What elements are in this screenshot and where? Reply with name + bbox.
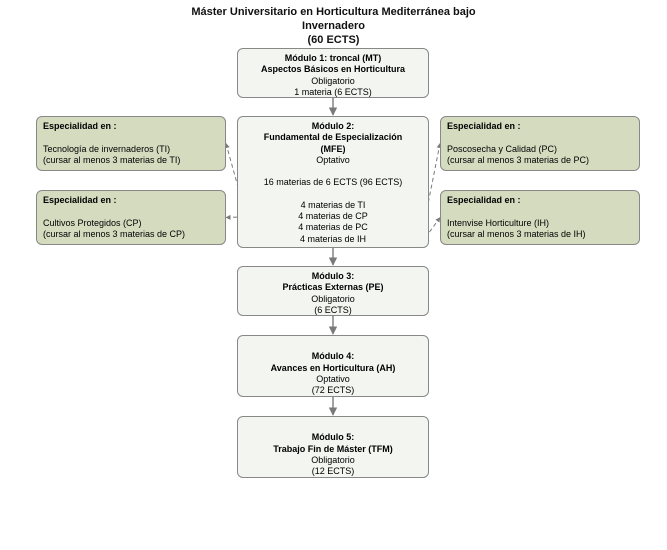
sPC-line: Especialidad en :: [447, 121, 633, 132]
sCP-line: Cultivos Protegidos (CP): [43, 218, 219, 229]
m5-line: Módulo 5:: [244, 432, 422, 443]
sCP-box: Especialidad en : Cultivos Protegidos (C…: [36, 190, 226, 245]
sPC-line: Poscosecha y Calidad (PC): [447, 144, 633, 155]
m1-line: Aspectos Básicos en Horticultura: [244, 64, 422, 75]
m5-line: Trabajo Fin de Máster (TFM): [244, 444, 422, 455]
sIH-line: [447, 206, 633, 217]
sPC-line: (cursar al menos 3 materias de PC): [447, 155, 633, 166]
m2-line: Optativo: [244, 155, 422, 166]
m2-line: 4 materias de PC: [244, 222, 422, 233]
m5-box: Módulo 5:Trabajo Fin de Máster (TFM)Obli…: [237, 416, 429, 478]
sCP-line: Especialidad en :: [43, 195, 219, 206]
sIH-line: (cursar al menos 3 materias de IH): [447, 229, 633, 240]
sTI-line: [43, 132, 219, 143]
m2-box: Módulo 2:Fundamental de Especialización(…: [237, 116, 429, 248]
m4-line: [244, 340, 422, 351]
m2-line: 4 materias de TI: [244, 200, 422, 211]
sCP-line: (cursar al menos 3 materias de CP): [43, 229, 219, 240]
m2-line: (MFE): [244, 144, 422, 155]
m1-line: 1 materia (6 ECTS): [244, 87, 422, 98]
m3-line: Prácticas Externas (PE): [244, 282, 422, 293]
sTI-line: Especialidad en :: [43, 121, 219, 132]
m3-line: Obligatorio: [244, 294, 422, 305]
m5-line: (12 ECTS): [244, 466, 422, 477]
sTI-line: (cursar al menos 3 materias de TI): [43, 155, 219, 166]
sPC-box: Especialidad en : Poscosecha y Calidad (…: [440, 116, 640, 171]
m4-line: Optativo: [244, 374, 422, 385]
m1-line: Módulo 1: troncal (MT): [244, 53, 422, 64]
m2-line: 4 materias de IH: [244, 234, 422, 245]
m3-line: (6 ECTS): [244, 305, 422, 316]
sPC-line: [447, 132, 633, 143]
m4-box: Módulo 4:Avances en Horticultura (AH)Opt…: [237, 335, 429, 397]
m5-line: [244, 421, 422, 432]
m4-line: (72 ECTS): [244, 385, 422, 396]
m4-line: Avances en Horticultura (AH): [244, 363, 422, 374]
m2-line: 4 materias de CP: [244, 211, 422, 222]
sCP-line: [43, 206, 219, 217]
sTI-line: Tecnología de invernaderos (TI): [43, 144, 219, 155]
m2-line: [244, 166, 422, 177]
sTI-box: Especialidad en : Tecnología de invernad…: [36, 116, 226, 171]
m3-line: Módulo 3:: [244, 271, 422, 282]
m2-line: Módulo 2:: [244, 121, 422, 132]
m1-box: Módulo 1: troncal (MT)Aspectos Básicos e…: [237, 48, 429, 98]
sIH-line: Intenvise Horticulture (IH): [447, 218, 633, 229]
sIH-line: Especialidad en :: [447, 195, 633, 206]
m2-line: Fundamental de Especialización: [244, 132, 422, 143]
sIH-box: Especialidad en : Intenvise Horticulture…: [440, 190, 640, 245]
m1-line: Obligatorio: [244, 76, 422, 87]
m2-line: 16 materias de 6 ECTS (96 ECTS): [244, 177, 422, 188]
page-title: Máster Universitario en Horticultura Med…: [0, 6, 667, 47]
m5-line: Obligatorio: [244, 455, 422, 466]
m4-line: Módulo 4:: [244, 351, 422, 362]
m3-box: Módulo 3:Prácticas Externas (PE)Obligato…: [237, 266, 429, 316]
m2-line: [244, 189, 422, 200]
